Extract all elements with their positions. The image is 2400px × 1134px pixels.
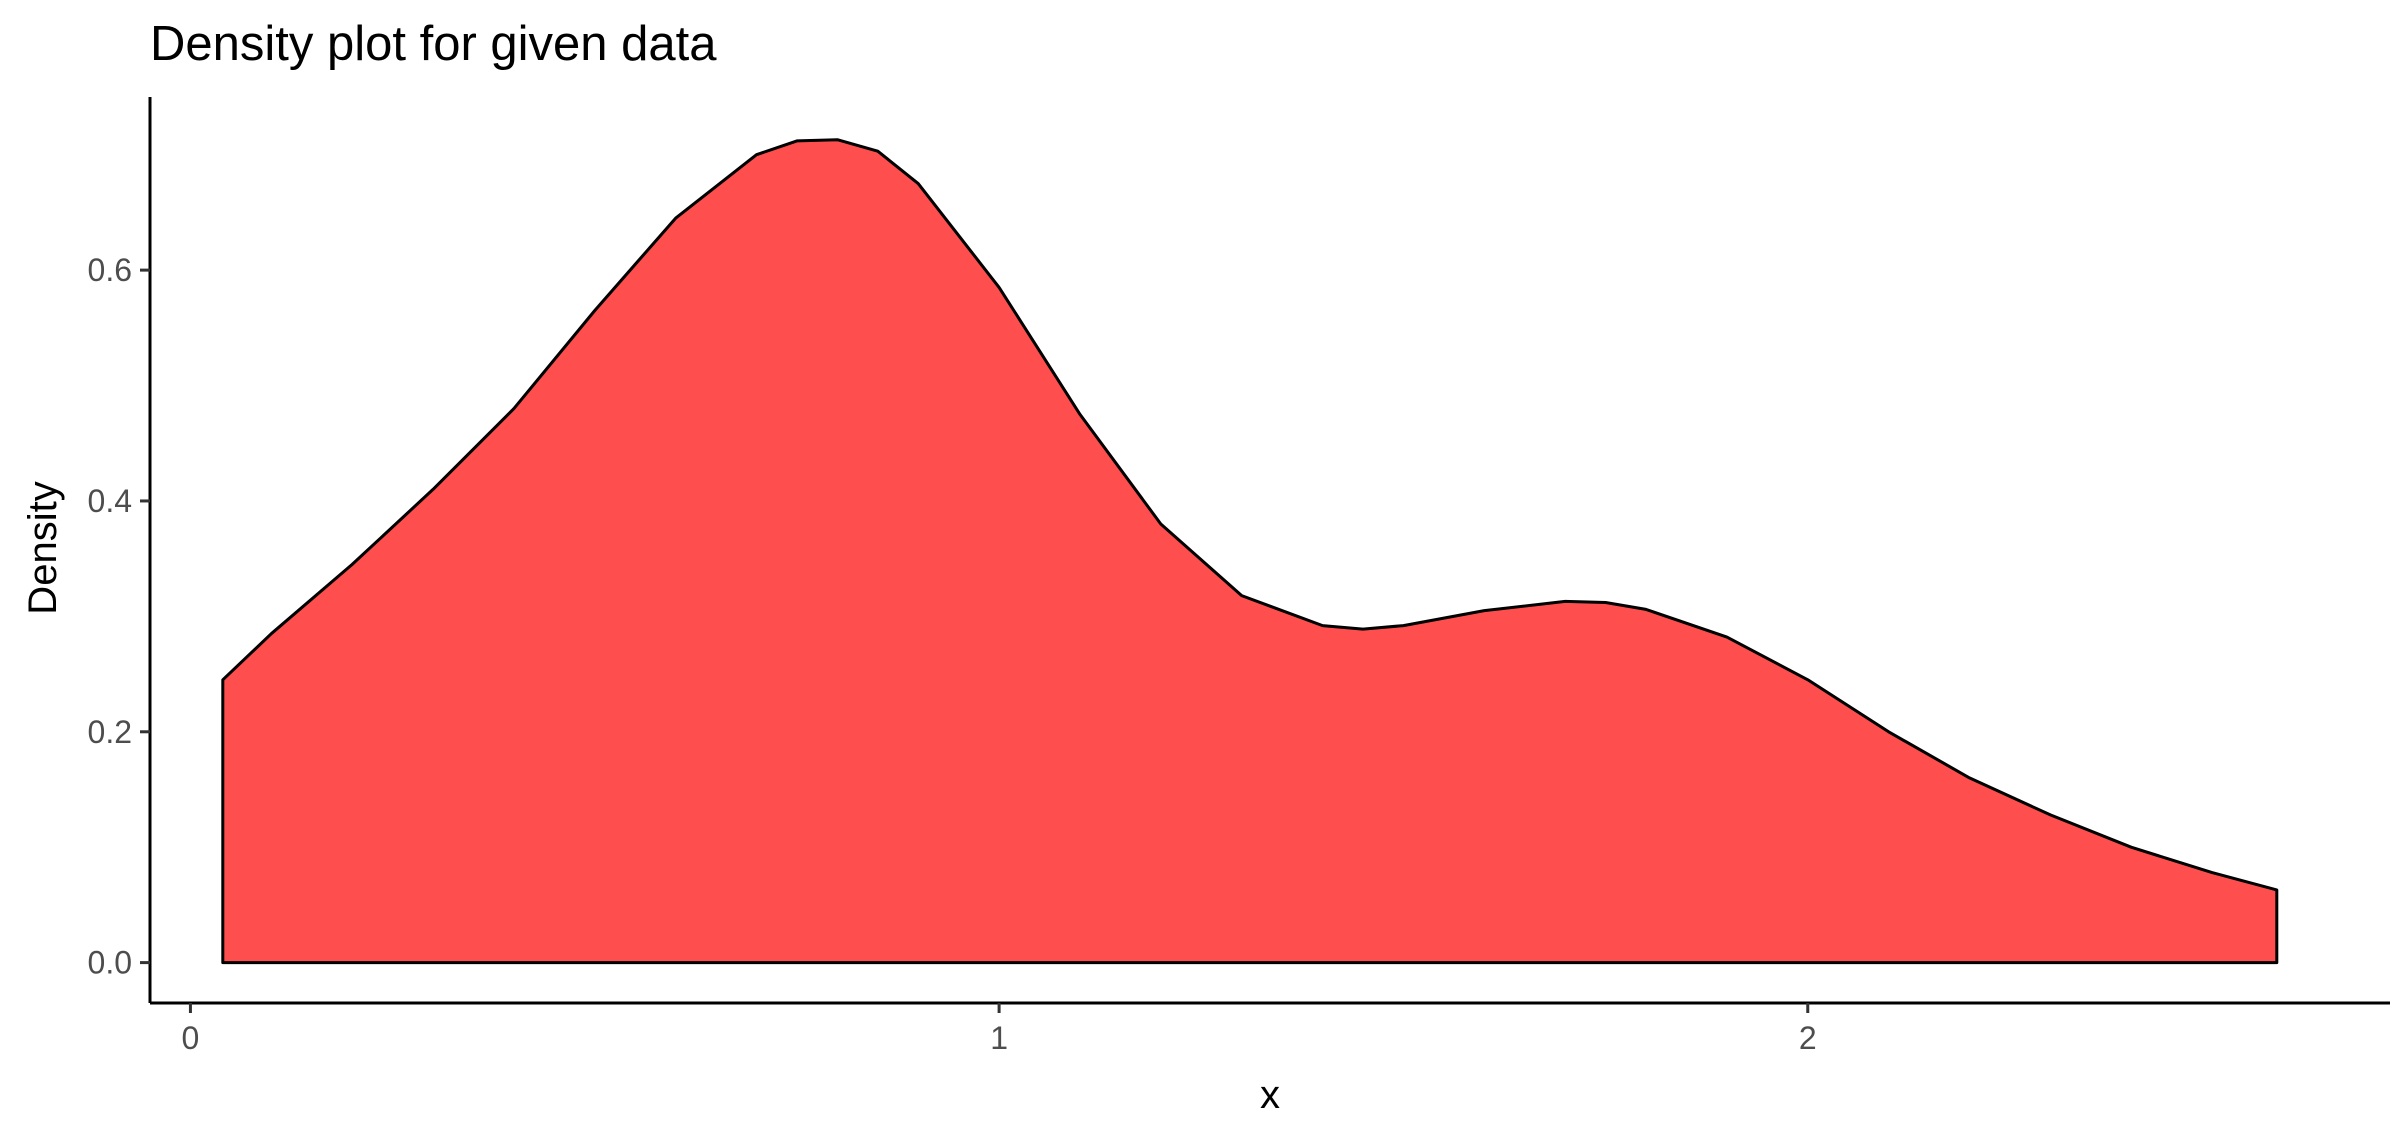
x-axis-title: x — [1260, 1073, 1280, 1117]
x-tick-label: 0 — [182, 1020, 200, 1056]
x-tick-label: 1 — [990, 1020, 1008, 1056]
y-tick-label: 0.6 — [88, 252, 132, 288]
y-axis-title: Density — [21, 481, 65, 614]
y-tick-label: 0.4 — [88, 483, 132, 519]
x-axis: 0 1 2 — [182, 1003, 1817, 1056]
y-tick-label: 0.2 — [88, 714, 132, 750]
chart-title: Density plot for given data — [150, 17, 717, 71]
plot-area — [221, 138, 2279, 965]
y-axis: 0.0 0.2 0.4 0.6 — [88, 252, 150, 981]
x-tick-label: 2 — [1799, 1020, 1817, 1056]
y-tick-label: 0.0 — [88, 945, 132, 981]
density-area — [221, 138, 2279, 965]
